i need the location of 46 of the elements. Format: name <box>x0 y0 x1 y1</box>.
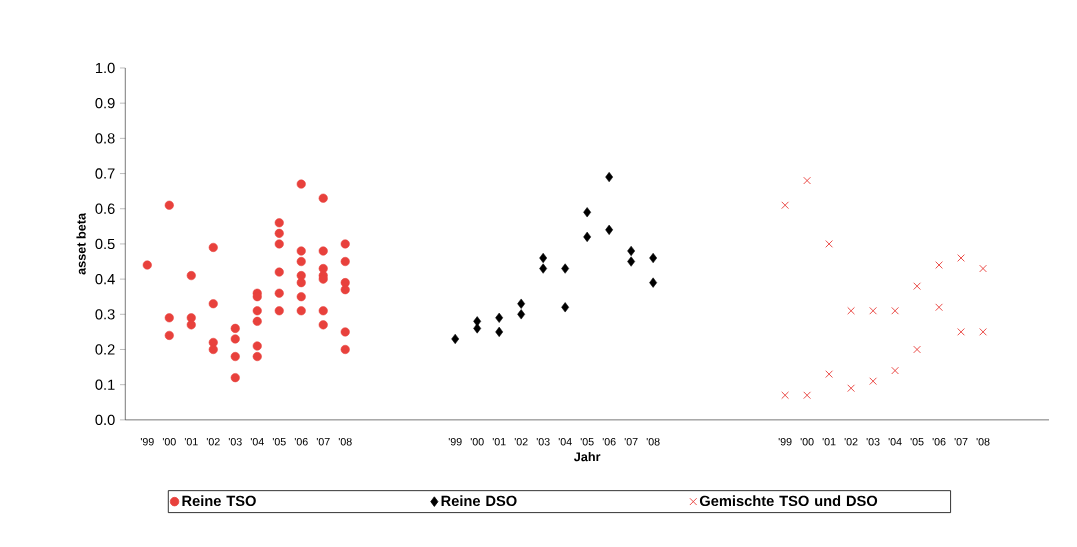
x-tick-label: '05 <box>580 438 594 446</box>
x-tick-label: '03 <box>536 438 550 446</box>
x-tick-label: '00 <box>800 438 814 446</box>
x-tick-label: '99 <box>778 438 792 446</box>
y-tick-label: 0.1 <box>95 379 115 391</box>
x-tick-label: '05 <box>910 438 924 446</box>
legend-label: Gemischte TSO und DSO <box>699 495 878 507</box>
y-tick-label: 0.9 <box>95 98 115 109</box>
x-tick-label: '01 <box>822 438 836 446</box>
y-tick-label: 1.0 <box>95 63 115 74</box>
y-tick-label: 0.6 <box>95 203 115 215</box>
x-tick-label: '03 <box>866 438 880 446</box>
x-tick-label: '08 <box>646 438 660 446</box>
x-tick-label: '06 <box>602 438 616 446</box>
x-tick-label: '03 <box>228 438 242 446</box>
x-tick-label: '02 <box>514 438 528 446</box>
x-tick-label: '05 <box>272 438 286 446</box>
y-tick-label: 0.0 <box>95 414 115 426</box>
x-tick-label: '08 <box>338 438 352 446</box>
y-tick-label: 0.5 <box>95 239 115 250</box>
legend-label: Reine DSO <box>441 495 517 507</box>
y-tick-label: 0.4 <box>95 274 115 285</box>
x-tick-label: '04 <box>250 438 264 446</box>
y-tick-label: 0.2 <box>95 344 115 355</box>
x-tick-label: '04 <box>558 438 572 446</box>
x-tick-label: '07 <box>316 438 330 446</box>
x-tick-label: '07 <box>624 438 638 446</box>
x-tick-label: '99 <box>448 438 462 446</box>
y-tick-label: 0.7 <box>95 168 115 179</box>
y-tick-label: 0.3 <box>95 309 115 320</box>
x-tick-label: '00 <box>470 438 484 446</box>
x-tick-label: '06 <box>294 438 308 446</box>
x-tick-label: '07 <box>954 438 968 446</box>
x-tick-label: '00 <box>162 438 176 446</box>
x-tick-label: '08 <box>976 438 990 446</box>
legend-label: Reine TSO <box>182 495 256 507</box>
x-tick-label: '99 <box>140 438 154 446</box>
y-axis-title: asset beta <box>76 213 86 275</box>
x-tick-label: '02 <box>206 438 220 446</box>
x-tick-label: '06 <box>932 438 946 446</box>
x-tick-label: '04 <box>888 438 902 446</box>
x-axis-title: Jahr <box>573 452 601 462</box>
x-tick-label: '01 <box>184 438 198 446</box>
y-tick-label: 0.8 <box>95 133 115 144</box>
x-tick-label: '02 <box>844 438 858 446</box>
x-tick-label: '01 <box>492 438 506 446</box>
